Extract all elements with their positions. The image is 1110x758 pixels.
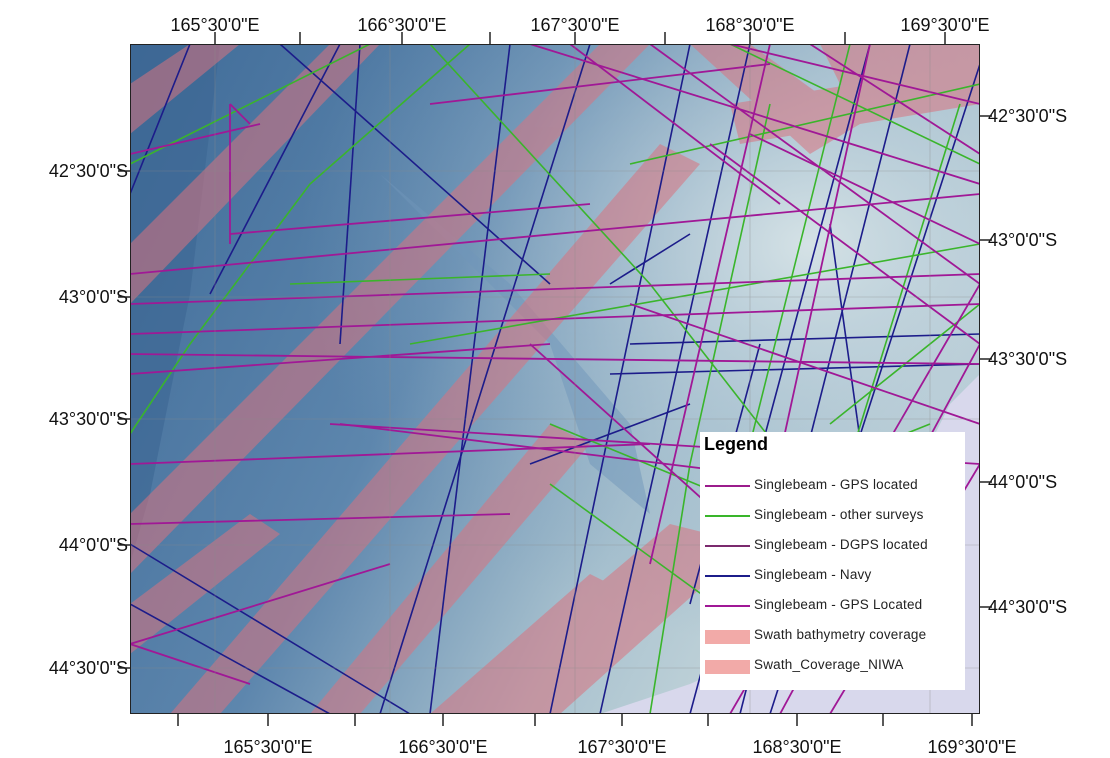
top-lon-label: 166°30'0"E <box>357 15 447 35</box>
other-survey-line <box>429 44 651 285</box>
legend-patch-symbol <box>705 630 750 644</box>
gps-survey-line <box>649 44 980 285</box>
left-lat-label: 43°0'0"S <box>58 287 128 307</box>
navy-survey-line <box>339 44 361 345</box>
gps-survey-line <box>529 343 731 525</box>
gps-survey-line <box>130 353 980 365</box>
legend-line-symbol <box>705 510 750 522</box>
swath-band <box>130 44 240 134</box>
bottom-lon-label: 166°30'0"E <box>398 737 488 757</box>
navy-survey-line <box>529 403 691 465</box>
legend-item-label: Singlebeam - Navy <box>754 567 872 582</box>
navy-survey-line <box>130 44 191 195</box>
bottom-lon-label: 169°30'0"E <box>927 737 1017 757</box>
right-lat-label: 43°30'0"S <box>988 349 1068 369</box>
gps-survey-line <box>529 44 980 185</box>
bottom-lon-label: 168°30'0"E <box>752 737 842 757</box>
right-lat-label: 42°30'0"S <box>988 106 1068 126</box>
gps-survey-line <box>130 303 980 335</box>
gps-survey-line <box>130 273 980 305</box>
gps-survey-line <box>130 563 391 645</box>
top-lon-label: 165°30'0"E <box>170 15 260 35</box>
gps-survey-line <box>429 63 771 105</box>
navy-survey-line <box>609 233 691 285</box>
legend-item-label: Singlebeam - GPS located <box>754 477 918 492</box>
navy-survey-line <box>279 44 551 285</box>
legend-item: Singlebeam - GPS Located <box>700 594 965 618</box>
legend-item: Singlebeam - other surveys <box>700 504 965 528</box>
top-lon-label: 167°30'0"E <box>530 15 620 35</box>
other-survey-line <box>629 83 980 165</box>
navy-survey-line <box>130 603 331 714</box>
gps-survey-line <box>229 103 251 125</box>
navy-survey-line <box>429 44 511 714</box>
swath-band <box>130 44 380 304</box>
legend-item-label: Swath_Coverage_NIWA <box>754 657 904 672</box>
ridge-feature <box>380 174 650 514</box>
map-border <box>130 44 980 714</box>
navy-survey-line <box>379 44 591 714</box>
navy-survey-line <box>130 543 411 714</box>
legend-title: Legend <box>704 434 769 454</box>
gps-survey-line <box>629 303 980 425</box>
swath-band <box>170 144 700 714</box>
left-lat-label: 42°30'0"S <box>48 161 128 181</box>
gps-survey-line <box>130 513 511 525</box>
gps-survey-line <box>569 44 781 205</box>
legend-item-label: Swath bathymetry coverage <box>754 627 927 642</box>
navy-survey-line <box>209 44 341 295</box>
legend-item: Singlebeam - DGPS located <box>700 534 965 558</box>
left-lat-label: 44°30'0"S <box>48 658 128 678</box>
legend-item-label: Singlebeam - GPS Located <box>754 597 923 612</box>
gps-lines-layer <box>130 44 980 714</box>
other-survey-line <box>729 44 980 165</box>
legend-line-symbol <box>705 480 750 492</box>
legend-item: Singlebeam - Navy <box>700 564 965 588</box>
left-lat-label: 44°0'0"S <box>58 535 128 555</box>
gps-survey-line <box>809 44 980 155</box>
other-survey-line <box>409 243 980 345</box>
right-lat-label: 43°0'0"S <box>988 230 1058 250</box>
navy-survey-line <box>609 363 980 375</box>
swath-band <box>480 524 750 714</box>
swath-band <box>430 574 630 714</box>
gps-survey-line <box>130 343 551 375</box>
other-survey-line <box>689 103 771 465</box>
right-lat-label: 44°30'0"S <box>988 597 1068 617</box>
map-legend: Legend Singlebeam - GPS located Singlebea… <box>700 432 965 690</box>
other-survey-line <box>649 463 691 714</box>
left-lat-label: 43°30'0"S <box>48 409 128 429</box>
legend-item: Singlebeam - GPS located <box>700 474 965 498</box>
swath-band <box>130 514 280 654</box>
swath-band <box>310 424 590 714</box>
legend-line-symbol <box>705 540 750 552</box>
legend-patch-symbol <box>705 660 750 674</box>
bottom-lon-label: 167°30'0"E <box>577 737 667 757</box>
legend-item-label: Singlebeam - other surveys <box>754 507 924 522</box>
legend-item-label: Singlebeam - DGPS located <box>754 537 928 552</box>
gps-survey-line <box>709 143 980 345</box>
gps-survey-line <box>130 123 261 155</box>
gps-survey-line <box>229 203 591 235</box>
top-lon-label: 168°30'0"E <box>705 15 795 35</box>
gps-survey-line <box>130 193 980 275</box>
gps-survey-line <box>749 133 980 245</box>
legend-item: Swath_Coverage_NIWA <box>700 654 965 678</box>
deep-basin <box>130 44 220 564</box>
other-survey-line <box>189 183 311 345</box>
bottom-lon-label: 165°30'0"E <box>223 737 313 757</box>
other-survey-line <box>289 273 551 285</box>
gps-survey-line <box>130 643 251 685</box>
right-lat-label: 44°0'0"S <box>988 472 1058 492</box>
legend-item: Swath bathymetry coverage <box>700 624 965 648</box>
legend-line-symbol <box>705 570 750 582</box>
legend-line-symbol <box>705 600 750 612</box>
top-lon-label: 169°30'0"E <box>900 15 990 35</box>
